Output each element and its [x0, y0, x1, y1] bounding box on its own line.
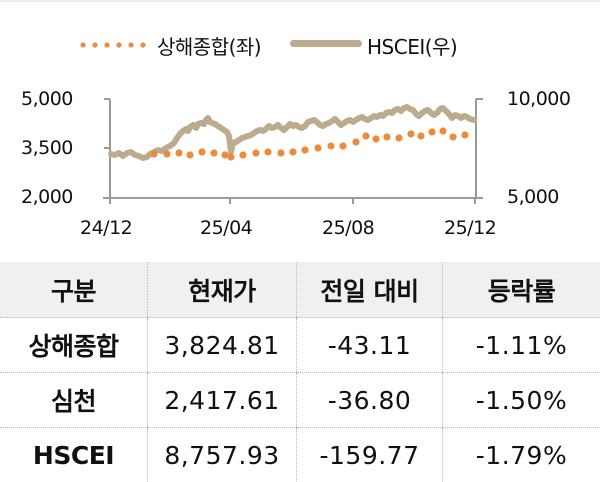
legend-label-shanghai: 상해종합(좌) — [157, 31, 261, 60]
row-rate: -1.50% — [443, 373, 600, 428]
line-chart: 5,000 3,500 2,000 10,000 5,000 24/12 25/… — [0, 80, 600, 255]
header-change: 전일 대비 — [297, 262, 443, 318]
table-row: 심천 2,417.61 -36.80 -1.50% — [0, 373, 600, 428]
index-table: 구분 현재가 전일 대비 등락률 상해종합 3,824.81 -43.11 -1… — [0, 262, 600, 482]
plot-area — [0, 80, 600, 255]
header-rate: 등락률 — [443, 262, 600, 318]
solid-line-legend-icon — [290, 40, 362, 47]
header-category: 구분 — [0, 262, 148, 318]
row-price: 8,757.93 — [148, 428, 297, 482]
dotted-line-legend-icon — [80, 42, 146, 48]
table-header-row: 구분 현재가 전일 대비 등락률 — [0, 262, 600, 318]
table-row: HSCEI 8,757.93 -159.77 -1.79% — [0, 428, 600, 482]
top-strip — [0, 0, 600, 2]
row-price: 3,824.81 — [148, 318, 297, 373]
row-change: -36.80 — [297, 373, 443, 428]
legend-label-hscei: HSCEI(우) — [367, 31, 457, 60]
header-price: 현재가 — [148, 262, 297, 318]
table-row: 상해종합 3,824.81 -43.11 -1.11% — [0, 318, 600, 373]
chart-legend: 상해종합(좌) HSCEI(우) — [0, 28, 600, 58]
row-rate: -1.11% — [443, 318, 600, 373]
row-name: 상해종합 — [0, 318, 148, 373]
row-price: 2,417.61 — [148, 373, 297, 428]
shanghai-dotted-line — [150, 127, 468, 160]
row-change: -159.77 — [297, 428, 443, 482]
row-name: 심천 — [0, 373, 148, 428]
row-name: HSCEI — [0, 428, 148, 482]
row-change: -43.11 — [297, 318, 443, 373]
row-rate: -1.79% — [443, 428, 600, 482]
